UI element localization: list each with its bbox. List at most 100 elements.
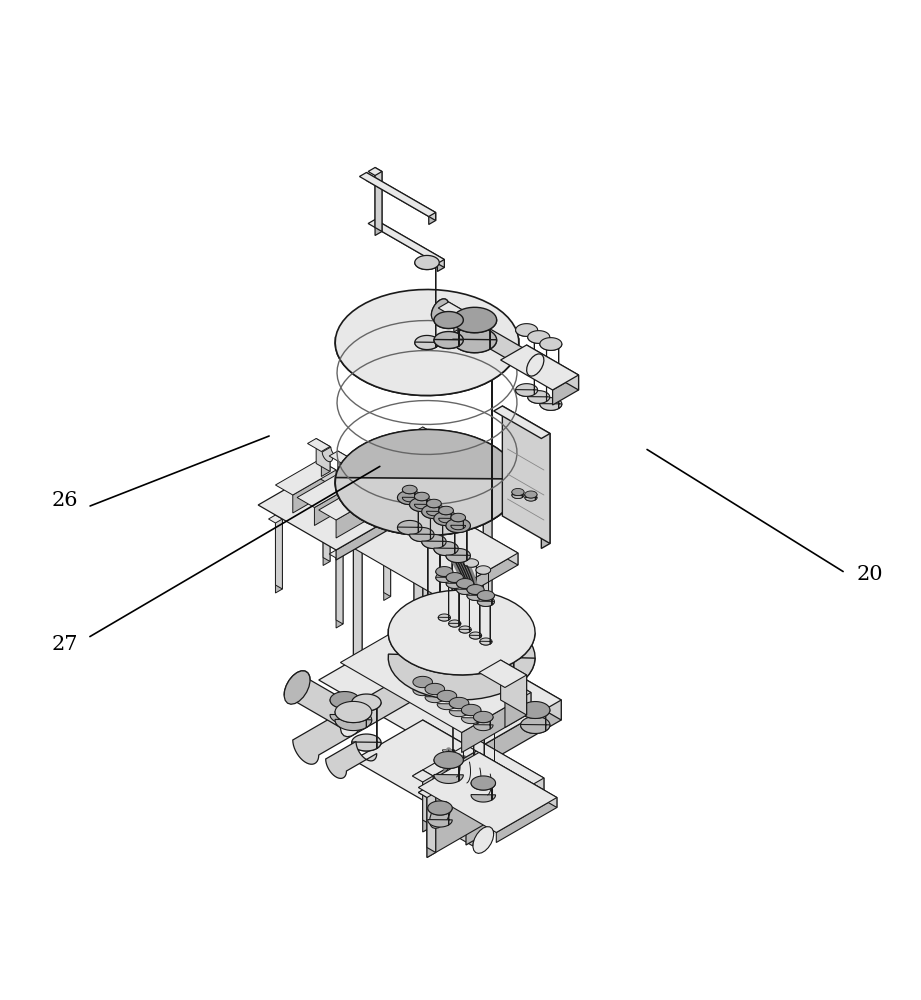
Polygon shape xyxy=(451,521,465,530)
Polygon shape xyxy=(452,307,496,333)
Polygon shape xyxy=(427,813,452,827)
Polygon shape xyxy=(284,671,367,728)
Polygon shape xyxy=(423,770,433,826)
Polygon shape xyxy=(516,330,538,396)
Polygon shape xyxy=(437,698,457,710)
Polygon shape xyxy=(463,758,475,766)
Text: 26: 26 xyxy=(52,490,77,510)
Polygon shape xyxy=(410,497,434,512)
Polygon shape xyxy=(446,579,463,588)
Polygon shape xyxy=(322,447,342,462)
Polygon shape xyxy=(496,798,557,842)
Polygon shape xyxy=(336,515,397,560)
Polygon shape xyxy=(425,683,445,695)
Polygon shape xyxy=(540,338,562,350)
Polygon shape xyxy=(431,299,449,321)
Polygon shape xyxy=(436,573,453,582)
Polygon shape xyxy=(473,639,486,647)
Polygon shape xyxy=(553,375,578,405)
Polygon shape xyxy=(466,785,535,845)
Polygon shape xyxy=(434,312,463,328)
Polygon shape xyxy=(476,570,491,719)
Polygon shape xyxy=(413,682,433,696)
Polygon shape xyxy=(473,643,486,772)
Polygon shape xyxy=(423,435,431,670)
Polygon shape xyxy=(540,344,562,410)
Polygon shape xyxy=(335,429,519,535)
Polygon shape xyxy=(365,472,373,502)
Polygon shape xyxy=(471,776,495,790)
Polygon shape xyxy=(451,552,466,560)
Polygon shape xyxy=(470,587,482,594)
Polygon shape xyxy=(405,505,423,515)
Polygon shape xyxy=(314,483,357,526)
Polygon shape xyxy=(467,589,484,600)
Polygon shape xyxy=(389,615,535,700)
Polygon shape xyxy=(352,734,381,751)
Polygon shape xyxy=(439,545,454,553)
Polygon shape xyxy=(425,746,485,831)
Polygon shape xyxy=(414,740,485,781)
Polygon shape xyxy=(505,675,527,728)
Polygon shape xyxy=(275,460,336,495)
Polygon shape xyxy=(438,572,450,621)
Polygon shape xyxy=(414,650,431,660)
Polygon shape xyxy=(323,491,330,566)
Polygon shape xyxy=(516,324,538,336)
Polygon shape xyxy=(449,302,464,326)
Polygon shape xyxy=(293,675,431,764)
Polygon shape xyxy=(344,690,354,705)
Polygon shape xyxy=(467,591,484,600)
Polygon shape xyxy=(335,429,519,535)
Polygon shape xyxy=(501,345,578,390)
Polygon shape xyxy=(427,542,442,691)
Polygon shape xyxy=(335,709,372,731)
Polygon shape xyxy=(512,491,524,499)
Polygon shape xyxy=(429,802,450,828)
Polygon shape xyxy=(467,585,484,594)
Polygon shape xyxy=(459,626,472,633)
Polygon shape xyxy=(415,531,430,539)
Polygon shape xyxy=(474,738,544,790)
Polygon shape xyxy=(434,319,463,348)
Polygon shape xyxy=(453,631,465,760)
Polygon shape xyxy=(446,518,471,533)
Polygon shape xyxy=(422,504,446,519)
Polygon shape xyxy=(449,703,469,717)
Polygon shape xyxy=(512,492,524,499)
Polygon shape xyxy=(308,438,330,452)
Polygon shape xyxy=(423,498,518,565)
Polygon shape xyxy=(477,595,495,606)
Polygon shape xyxy=(316,438,330,472)
Polygon shape xyxy=(431,299,544,370)
Polygon shape xyxy=(425,689,445,703)
Polygon shape xyxy=(473,764,486,772)
Polygon shape xyxy=(293,470,336,513)
Polygon shape xyxy=(269,515,283,523)
Polygon shape xyxy=(457,579,473,588)
Polygon shape xyxy=(423,620,561,720)
Polygon shape xyxy=(426,507,441,516)
Polygon shape xyxy=(461,692,530,752)
Polygon shape xyxy=(427,762,487,857)
Polygon shape xyxy=(330,699,359,723)
Polygon shape xyxy=(384,526,391,600)
Polygon shape xyxy=(346,467,423,511)
Polygon shape xyxy=(389,629,535,700)
Polygon shape xyxy=(438,506,453,515)
Polygon shape xyxy=(335,289,519,395)
Polygon shape xyxy=(512,488,524,496)
Polygon shape xyxy=(484,465,492,700)
Polygon shape xyxy=(437,696,457,710)
Polygon shape xyxy=(461,712,481,724)
Polygon shape xyxy=(321,446,330,477)
Polygon shape xyxy=(415,427,492,471)
Polygon shape xyxy=(416,649,446,673)
Polygon shape xyxy=(423,427,492,475)
Polygon shape xyxy=(410,527,434,542)
Polygon shape xyxy=(449,578,460,627)
Polygon shape xyxy=(501,660,527,715)
Polygon shape xyxy=(437,690,457,702)
Polygon shape xyxy=(434,541,459,556)
Polygon shape xyxy=(449,697,469,709)
